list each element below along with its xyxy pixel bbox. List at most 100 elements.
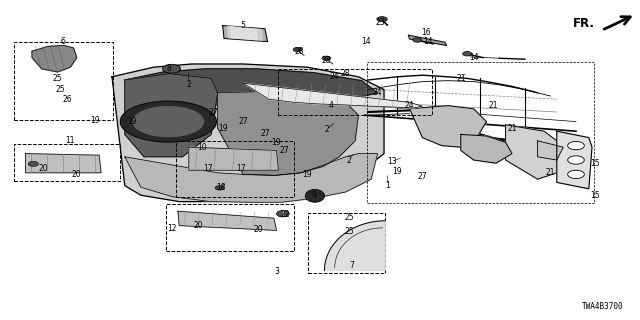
Text: 20: 20 [253, 225, 263, 234]
Polygon shape [120, 101, 216, 142]
Text: 25: 25 [52, 74, 63, 83]
Text: 24: 24 [404, 101, 415, 110]
Polygon shape [178, 211, 276, 230]
Text: 20: 20 [38, 164, 49, 172]
Text: 16: 16 [421, 28, 431, 36]
Text: 19: 19 [302, 170, 312, 179]
Polygon shape [410, 106, 486, 147]
Circle shape [413, 38, 422, 42]
Polygon shape [538, 141, 563, 160]
Text: 21: 21 [456, 74, 465, 83]
Text: 19: 19 [218, 124, 228, 132]
Text: TWA4B3700: TWA4B3700 [582, 302, 624, 311]
Text: 24: 24 [372, 88, 383, 97]
Text: 10: 10 [197, 143, 207, 152]
Text: 25: 25 [344, 228, 355, 236]
Text: 23: 23 [376, 18, 386, 27]
Polygon shape [125, 69, 378, 106]
Circle shape [163, 64, 180, 73]
Text: 21: 21 [488, 101, 497, 110]
Text: 1: 1 [385, 181, 390, 190]
Text: 19: 19 [392, 167, 402, 176]
Text: 19: 19 [271, 138, 282, 147]
Bar [278, 69, 432, 115]
Text: 17: 17 [203, 164, 213, 172]
Text: 27: 27 [260, 129, 271, 138]
Text: 8: 8 [166, 64, 172, 73]
Text: 25: 25 [344, 213, 355, 222]
Polygon shape [557, 131, 592, 189]
Polygon shape [227, 26, 262, 40]
Polygon shape [461, 134, 512, 163]
Text: 24: 24 [329, 72, 339, 81]
Bar [14, 42, 113, 120]
Text: 27: 27 [417, 172, 428, 180]
Polygon shape [32, 45, 77, 72]
Text: 18: 18 [216, 183, 225, 192]
Text: 13: 13 [387, 157, 397, 166]
Ellipse shape [305, 189, 324, 202]
Circle shape [322, 56, 331, 60]
Bar [367, 62, 594, 203]
Text: 4: 4 [329, 101, 334, 110]
Text: 22: 22 [281, 210, 290, 219]
Bar [14, 144, 120, 181]
Text: 2: 2 [324, 125, 329, 134]
Polygon shape [26, 154, 101, 173]
Text: 28: 28 [322, 56, 331, 65]
Text: 27: 27 [209, 108, 219, 116]
Polygon shape [125, 154, 378, 202]
Circle shape [28, 161, 38, 166]
Text: 3: 3 [274, 268, 279, 276]
Polygon shape [112, 64, 384, 202]
Polygon shape [243, 83, 422, 108]
Text: 19: 19 [127, 117, 137, 126]
Text: 14: 14 [361, 37, 371, 46]
Polygon shape [133, 107, 204, 137]
Polygon shape [125, 74, 218, 157]
Text: 2: 2 [346, 156, 351, 164]
Polygon shape [324, 221, 385, 270]
Circle shape [215, 186, 224, 190]
Text: 28: 28 [341, 69, 350, 78]
Bar [166, 204, 294, 251]
Text: 21: 21 [546, 168, 555, 177]
Text: 27: 27 [238, 117, 248, 126]
Circle shape [463, 52, 472, 56]
Circle shape [377, 17, 387, 22]
Bar [176, 141, 294, 197]
Text: 14: 14 [422, 37, 433, 46]
Text: 19: 19 [90, 116, 100, 124]
Circle shape [568, 156, 584, 164]
Text: 28: 28 [295, 47, 304, 56]
Text: 21: 21 [508, 124, 516, 132]
Circle shape [568, 141, 584, 150]
Text: 27: 27 [280, 146, 290, 155]
Text: 9: 9 [311, 191, 316, 200]
Text: 15: 15 [590, 159, 600, 168]
Circle shape [276, 211, 289, 217]
Text: 20: 20 [193, 221, 204, 230]
Text: 15: 15 [590, 191, 600, 200]
Text: 6: 6 [60, 37, 65, 46]
Circle shape [568, 170, 584, 179]
Polygon shape [218, 91, 358, 175]
Text: 14: 14 [468, 53, 479, 62]
Text: 2: 2 [186, 80, 191, 89]
Bar [308, 213, 385, 273]
Text: 17: 17 [236, 164, 246, 172]
Text: 20: 20 [72, 170, 82, 179]
Circle shape [293, 47, 302, 52]
Text: 12: 12 [167, 224, 176, 233]
Text: 11: 11 [66, 136, 75, 145]
Text: FR.: FR. [573, 17, 595, 30]
Text: 26: 26 [62, 95, 72, 104]
Text: 25: 25 [56, 85, 66, 94]
Polygon shape [189, 147, 278, 170]
Text: 5: 5 [241, 21, 246, 30]
Polygon shape [223, 26, 268, 42]
Text: 7: 7 [349, 261, 355, 270]
Polygon shape [408, 35, 447, 45]
Polygon shape [230, 27, 257, 40]
Polygon shape [506, 125, 557, 179]
